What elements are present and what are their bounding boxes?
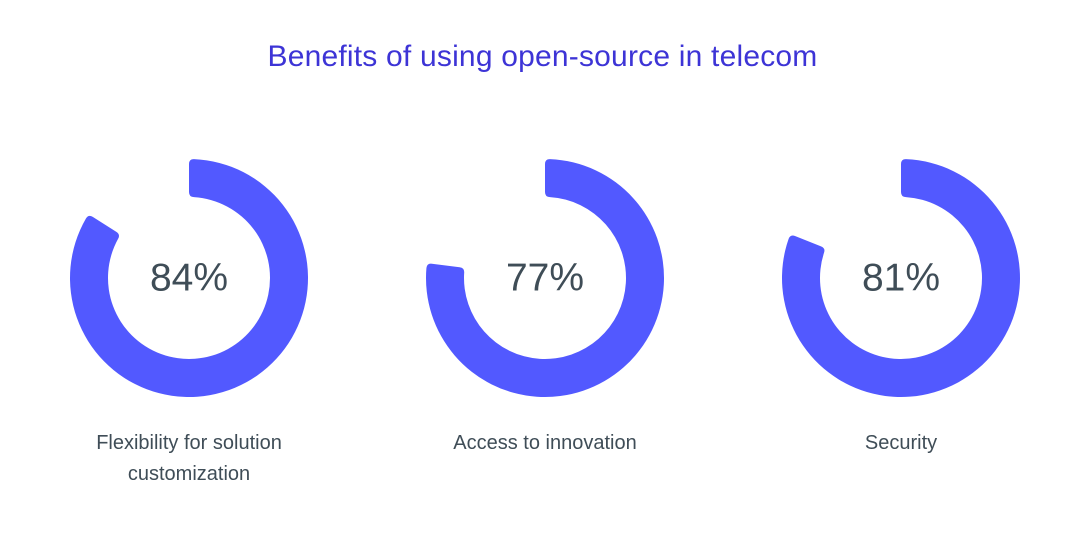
- donut-value-innovation: 77%: [506, 257, 584, 300]
- donut-value-security: 81%: [862, 257, 940, 300]
- chart-title: Benefits of using open-source in telecom: [267, 40, 818, 73]
- donut-value-flexibility: 84%: [150, 257, 228, 300]
- donut-label-flexibility: Flexibility for solution customization: [96, 432, 282, 485]
- donut-arc-security: [781, 159, 1020, 398]
- donut-arc-innovation: [426, 159, 665, 398]
- donut-arc-flexibility: [69, 159, 308, 398]
- donut-label-security: Security: [864, 432, 938, 454]
- donut-label-innovation: Access to innovation: [453, 432, 637, 454]
